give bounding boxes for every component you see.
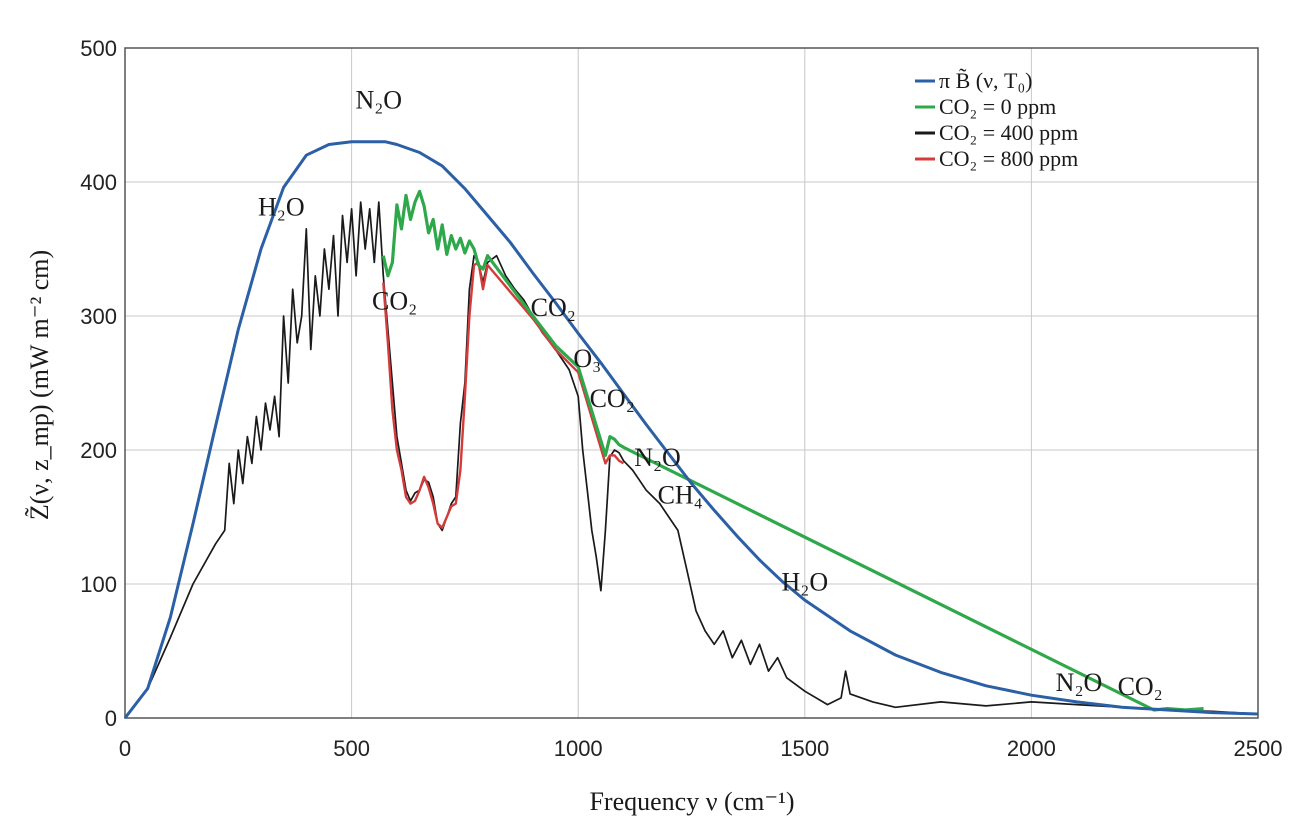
molecule-annotations: N₂O H₂O CO₂ CO₂ O₃ CO₂ N₂O CH₄ H₂O N₂O CO₂ xyxy=(258,85,1163,701)
y-tick-label: 300 xyxy=(80,304,117,329)
y-axis-label: Z̃(ν, z_mp) (mW m⁻² cm) xyxy=(25,250,54,520)
annotation-label: N₂O xyxy=(355,85,402,114)
series-line-1 xyxy=(381,189,1204,712)
y-tick-label: 200 xyxy=(80,438,117,463)
annotation-label: CH₄ xyxy=(658,481,703,510)
annotation-label: CO₂ xyxy=(1118,672,1163,701)
x-tick-label: 2000 xyxy=(1007,736,1056,761)
annotation-label: CO₂ xyxy=(590,384,635,413)
x-tick-label: 2500 xyxy=(1234,736,1283,761)
plot-frame xyxy=(124,47,1259,719)
series-line-0 xyxy=(123,140,1259,719)
y-tick-label: 400 xyxy=(80,170,117,195)
x-tick-label: 0 xyxy=(119,736,131,761)
x-axis-ticks: 0 500 1000 1500 2000 2500 xyxy=(119,736,1283,761)
y-tick-label: 0 xyxy=(105,706,117,731)
x-axis-label: Frequency ν (cm⁻¹) xyxy=(589,787,794,816)
annotation-label: N₂O xyxy=(1056,668,1103,697)
annotation-label: CO₂ xyxy=(531,293,576,322)
y-tick-label: 100 xyxy=(80,572,117,597)
annotation-label: O₃ xyxy=(573,344,601,373)
annotation-label: H₂O xyxy=(258,193,305,222)
annotation-label: CO₂ xyxy=(372,286,417,315)
legend-entry: CO₂ = 800 ppm xyxy=(939,146,1078,171)
series-line-3 xyxy=(382,261,625,529)
annotation-label: H₂O xyxy=(781,568,828,597)
y-axis-ticks: 0 100 200 300 400 500 xyxy=(80,36,117,731)
x-tick-label: 1500 xyxy=(780,736,829,761)
legend-entry: CO₂ = 400 ppm xyxy=(939,120,1078,145)
y-tick-label: 500 xyxy=(80,36,117,61)
legend-entry: CO₂ = 0 ppm xyxy=(939,94,1056,119)
annotation-label: N₂O xyxy=(634,443,681,472)
x-tick-label: 1000 xyxy=(554,736,603,761)
series-layer xyxy=(123,140,1259,719)
x-tick-label: 500 xyxy=(333,736,370,761)
series-line-2 xyxy=(124,201,1259,719)
legend-entry: π B̃ (ν, T₀) xyxy=(939,68,1033,93)
